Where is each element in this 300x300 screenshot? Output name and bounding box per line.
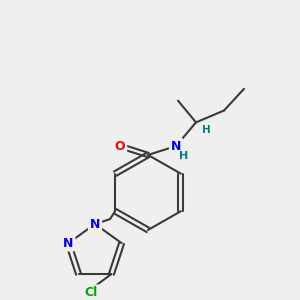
Text: N: N bbox=[90, 218, 100, 230]
Text: H: H bbox=[179, 151, 189, 161]
Text: O: O bbox=[115, 140, 125, 153]
Text: Cl: Cl bbox=[85, 286, 98, 299]
Text: N: N bbox=[171, 140, 181, 153]
Text: N: N bbox=[63, 237, 74, 250]
Text: H: H bbox=[202, 125, 210, 135]
